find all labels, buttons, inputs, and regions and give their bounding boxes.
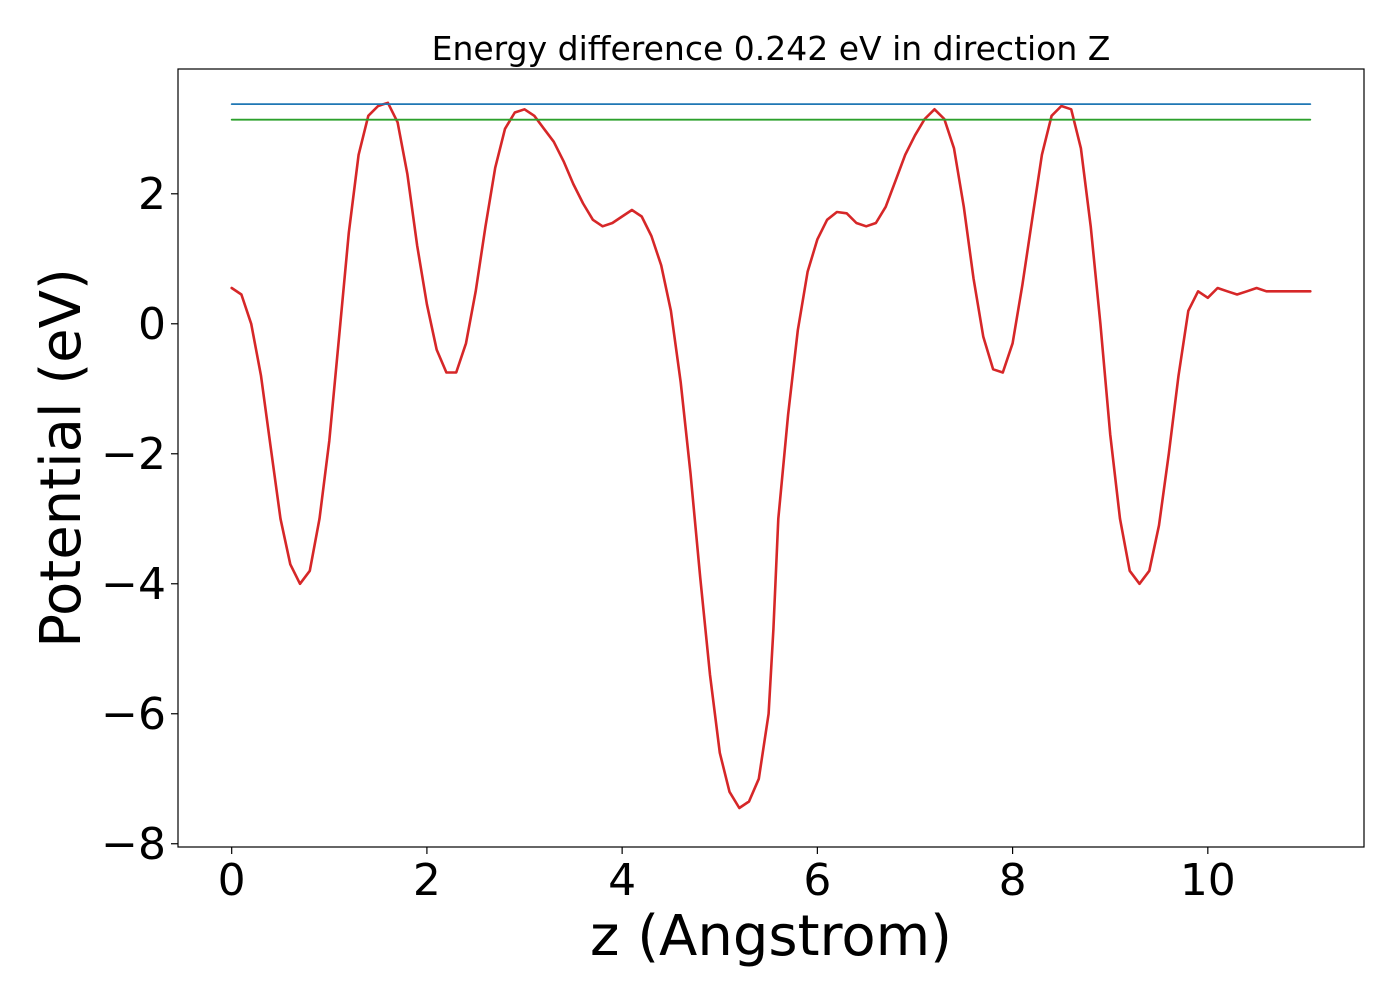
y-tick-label: 0 <box>138 299 166 350</box>
x-tick-label: 0 <box>218 855 246 906</box>
y-tick-label: −6 <box>101 689 166 740</box>
plot-frame <box>177 68 1365 848</box>
y-axis-label: Potential (eV) <box>29 268 94 648</box>
x-tick-label: 8 <box>999 855 1027 906</box>
x-tick-label: 2 <box>413 855 441 906</box>
series-lines <box>230 101 1312 810</box>
y-tick-label: 2 <box>138 169 166 220</box>
potential-curve <box>230 101 1312 810</box>
y-tick-label: −2 <box>101 429 166 480</box>
y-tick-label: −4 <box>101 559 166 610</box>
x-tick-label: 10 <box>1180 855 1236 906</box>
x-tick-label: 4 <box>608 855 636 906</box>
y-tick-label: −8 <box>101 819 166 870</box>
axis-ticks: 0 2 4 6 8 10 2 0 −2 −4 −6 −8 <box>101 169 1236 906</box>
chart-title: Energy difference 0.242 eV in direction … <box>432 29 1111 68</box>
x-axis-label: z (Angstrom) <box>590 904 952 969</box>
x-tick-label: 6 <box>803 855 831 906</box>
